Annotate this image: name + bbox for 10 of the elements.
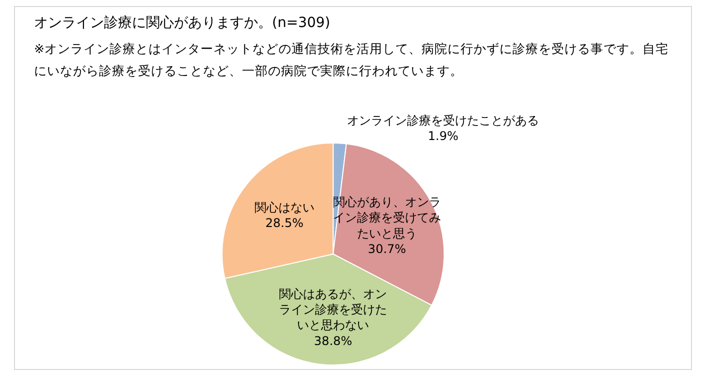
slice-label: 関心はない bbox=[254, 200, 314, 214]
chart-subtitle: ※オンライン診療とはインターネットなどの通信技術を活用して、病院に行かずに診療を受ける事です。自宅にいながら診療を受けることなど、一部の病院で実際に行われています。 bbox=[34, 40, 670, 80]
slice-label: オンライン診療を受けたことがある bbox=[347, 114, 540, 128]
data-label: 28.5% bbox=[265, 216, 304, 230]
slice-label: 関心があり、オンライン診療を受けてみたいと思う bbox=[332, 195, 441, 240]
slice-label: 関心はあるが、オンライン診療を受けたいと思わない bbox=[279, 286, 388, 332]
chart-title: オンライン診療に関心がありますか。(n=309) bbox=[34, 14, 330, 32]
data-label: 30.7% bbox=[368, 242, 406, 256]
data-label: 1.9% bbox=[428, 129, 458, 144]
data-label: 38.8% bbox=[314, 334, 352, 348]
